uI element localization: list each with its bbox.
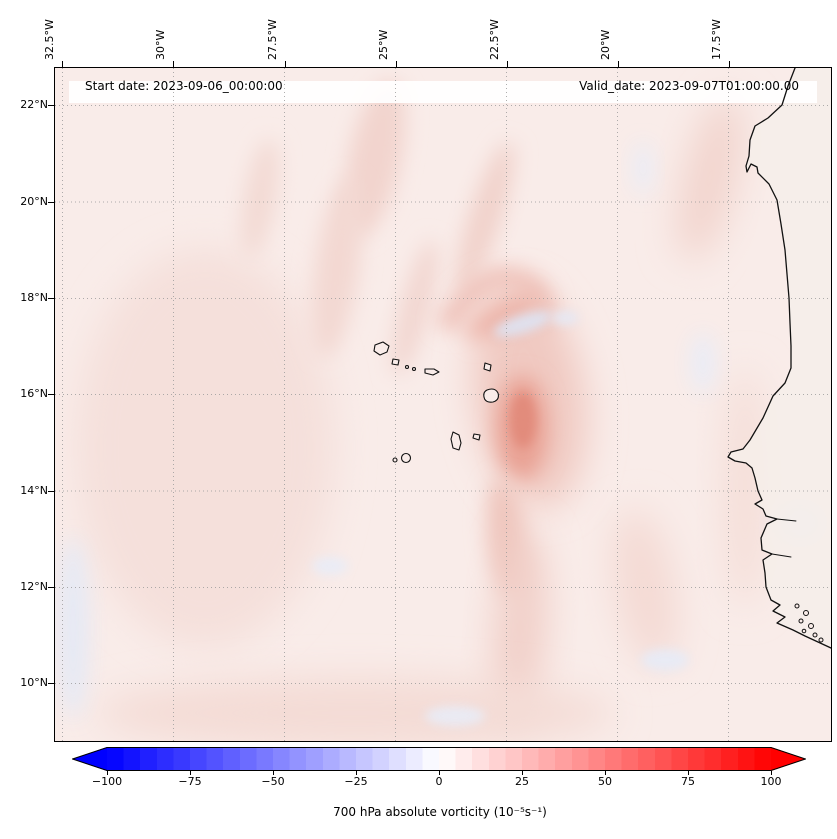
colorbar-tick-label: 50 — [598, 775, 612, 788]
map-plot-area: Start date: 2023-09-06_00:00:00 Valid_da… — [54, 67, 832, 742]
top-tick-label: 22.5°W — [488, 19, 501, 60]
left-tick-mark — [48, 683, 54, 684]
top-tick-label: 17.5°W — [710, 19, 723, 60]
colorbar-gradient — [72, 747, 806, 771]
left-tick-mark — [48, 202, 54, 203]
vorticity-field-positive — [75, 79, 767, 741]
africa-landmass — [728, 68, 831, 648]
top-tick-label: 30°W — [154, 29, 167, 60]
left-tick-label: 20°N — [20, 195, 48, 208]
left-tick-label: 14°N — [20, 484, 48, 497]
top-tick-mark — [285, 61, 286, 67]
left-tick-mark — [48, 587, 54, 588]
top-tick-mark — [396, 61, 397, 67]
bijagos-islands — [794, 603, 824, 643]
colorbar-tick-mark — [522, 771, 523, 775]
top-tick-mark — [507, 61, 508, 67]
colorbar — [72, 747, 806, 771]
colorbar-tick-label: 75 — [681, 775, 695, 788]
colorbar-tick-label: 100 — [760, 775, 782, 788]
colorbar-tick-mark — [273, 771, 274, 775]
left-tick-mark — [48, 394, 54, 395]
top-tick-label: 27.5°W — [266, 19, 279, 60]
colorbar-tick-mark — [190, 771, 191, 775]
top-annotation-band — [69, 81, 817, 103]
colorbar-tick-label: −50 — [261, 775, 285, 788]
gambia-river — [776, 518, 797, 522]
graticule — [55, 68, 831, 741]
left-tick-label: 10°N — [20, 676, 48, 689]
top-tick-label: 25°W — [377, 29, 390, 60]
cape-verde-islands — [373, 341, 499, 464]
left-tick-label: 12°N — [20, 580, 48, 593]
colorbar-tick-mark — [356, 771, 357, 775]
colorbar-tick-label: −100 — [91, 775, 123, 788]
colorbar-tick-mark — [771, 771, 772, 775]
start-date-label: Start date: 2023-09-06_00:00:00 — [85, 79, 283, 93]
left-tick-mark — [48, 491, 54, 492]
colorbar-tick-label: 25 — [515, 775, 529, 788]
vorticity-map — [55, 68, 831, 741]
casamance-river — [771, 553, 792, 558]
left-tick-label: 22°N — [20, 98, 48, 111]
top-tick-mark — [62, 61, 63, 67]
left-tick-label: 16°N — [20, 387, 48, 400]
left-tick-label: 18°N — [20, 291, 48, 304]
coastline-africa — [727, 68, 831, 649]
colorbar-tick-mark — [688, 771, 689, 775]
colorbar-tick-mark — [439, 771, 440, 775]
colorbar-tick-label: −25 — [344, 775, 368, 788]
top-tick-label: 20°W — [599, 29, 612, 60]
colorbar-tick-label: −75 — [178, 775, 202, 788]
colorbar-tick-mark — [107, 771, 108, 775]
top-tick-label: 32.5°W — [43, 19, 56, 60]
valid-date-label: Valid_date: 2023-09-07T01:00:00.00 — [579, 79, 799, 93]
colorbar-label: 700 hPa absolute vorticity (10⁻⁵s⁻¹) — [333, 805, 547, 819]
top-tick-mark — [618, 61, 619, 67]
top-tick-mark — [729, 61, 730, 67]
left-tick-mark — [48, 105, 54, 106]
left-tick-mark — [48, 298, 54, 299]
colorbar-tick-label: 0 — [435, 775, 443, 788]
colorbar-tick-mark — [605, 771, 606, 775]
colorbar-outline — [72, 747, 806, 771]
top-tick-mark — [173, 61, 174, 67]
